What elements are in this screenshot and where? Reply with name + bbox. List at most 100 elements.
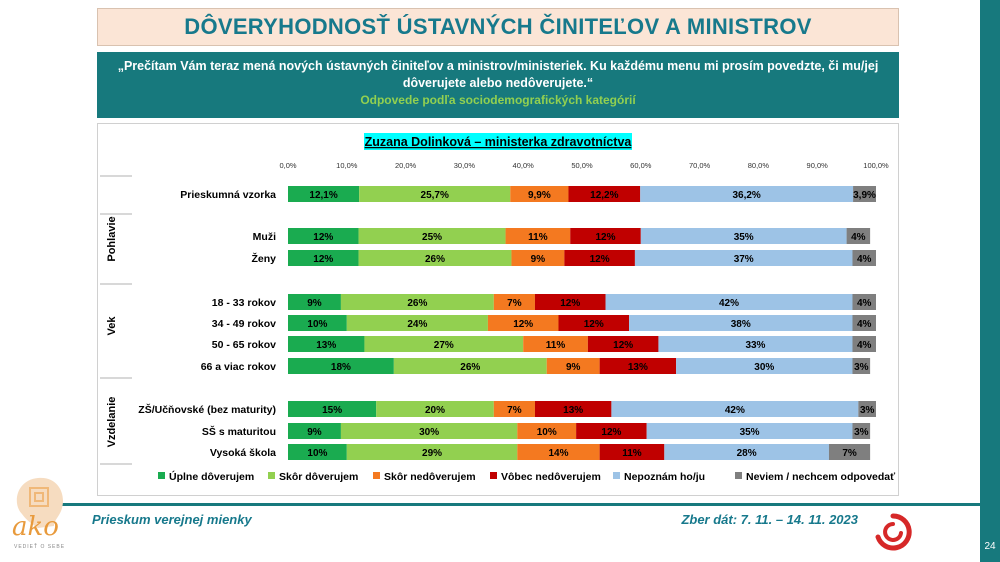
data-label: 12% <box>596 232 616 243</box>
legend-swatch <box>268 472 275 479</box>
bar-segment <box>587 336 659 352</box>
data-label: 12% <box>313 232 333 243</box>
data-label: 25% <box>422 232 442 243</box>
data-label: 9% <box>566 362 581 373</box>
x-tick-label: 100,0% <box>863 161 889 170</box>
data-label: 11% <box>546 340 566 351</box>
legend-label: Skôr nedôverujem <box>384 471 476 483</box>
legend-swatch <box>735 472 742 479</box>
bar-segment <box>558 315 630 331</box>
bar-segment <box>346 315 488 331</box>
chart: Zuzana Dolinková – ministerka zdravotníc… <box>100 133 896 483</box>
row-label: Prieskumná vzorka <box>180 189 276 201</box>
data-label: 33% <box>745 340 765 351</box>
data-label: 7% <box>842 448 857 459</box>
bar-segment <box>288 401 377 417</box>
x-tick-label: 10,0% <box>336 161 358 170</box>
legend-label: Neviem / nechcem odpovedať <box>746 471 896 483</box>
data-label: 13% <box>316 340 336 351</box>
bar-segment <box>570 228 641 244</box>
side-accent-bar <box>980 0 1000 530</box>
data-label: 29% <box>422 448 442 459</box>
client-logo-icon <box>875 513 912 551</box>
bar-segment <box>629 315 853 331</box>
data-label: 42% <box>725 405 745 416</box>
bar-segment <box>288 186 360 202</box>
x-tick-label: 70,0% <box>689 161 711 170</box>
ako-logo-text: ako <box>12 512 59 542</box>
row-label: 34 - 49 rokov <box>212 318 276 330</box>
legend-label: Úplne dôverujem <box>169 470 254 483</box>
bar-segment <box>517 444 600 460</box>
legend-swatch <box>373 472 380 479</box>
data-label: 7% <box>507 405 522 416</box>
legend-label: Skôr dôverujem <box>279 471 358 483</box>
data-label: 14% <box>548 448 568 459</box>
row-label: Vysoká škola <box>210 447 276 459</box>
bar-segment <box>487 315 559 331</box>
ako-head-logo-icon <box>16 477 63 528</box>
bar-segment <box>288 423 341 439</box>
x-tick-label: 0,0% <box>279 161 296 170</box>
data-label: 26% <box>407 298 427 309</box>
bar-segment <box>511 250 565 266</box>
bar-segment <box>517 423 577 439</box>
group-label: Vzdelanie <box>106 397 118 448</box>
data-label: 12% <box>313 254 333 265</box>
bar-segment <box>576 423 647 439</box>
x-tick-label: 30,0% <box>454 161 476 170</box>
data-label: 26% <box>425 254 445 265</box>
legend-label: Nepoznám ho/ju <box>624 471 705 483</box>
x-tick-label: 20,0% <box>395 161 417 170</box>
data-label: 12% <box>584 319 604 330</box>
data-label: 10% <box>307 448 327 459</box>
data-label: 18% <box>331 362 351 373</box>
bar-segment <box>846 228 871 244</box>
data-label: 20% <box>425 405 445 416</box>
data-label: 9,9% <box>528 190 551 201</box>
data-label: 37% <box>734 254 754 265</box>
data-label: 12,2% <box>590 190 618 201</box>
x-tick-label: 80,0% <box>748 161 770 170</box>
data-label: 26% <box>460 362 480 373</box>
data-label: 13% <box>628 362 648 373</box>
data-label: 3% <box>854 362 869 373</box>
bar-segment <box>853 186 876 202</box>
bar-segment <box>640 228 847 244</box>
data-label: 24% <box>407 319 427 330</box>
row-label: 50 - 65 rokov <box>212 339 276 351</box>
bar-segment <box>568 186 641 202</box>
x-tick-label: 40,0% <box>513 161 535 170</box>
bar-segment <box>546 358 600 374</box>
bar-segment <box>376 401 494 417</box>
data-label: 4% <box>857 254 872 265</box>
data-label: 12% <box>560 298 580 309</box>
ako-logo-tagline: VEDIEŤ O SEBE <box>14 544 66 550</box>
bar-segment <box>288 294 341 310</box>
bar-segment <box>640 186 854 202</box>
data-label: 9% <box>307 298 322 309</box>
data-label: 42% <box>719 298 739 309</box>
bar-segment <box>852 294 876 310</box>
data-label: 28% <box>737 448 757 459</box>
data-label: 9% <box>531 254 546 265</box>
bar-segment <box>599 358 677 374</box>
title-banner: DÔVERYHODNOSŤ ÚSTAVNÝCH ČINITEĽOV A MINI… <box>97 8 899 46</box>
data-label: 4% <box>857 319 872 330</box>
footer-date-range: Zber dát: 7. 11. – 14. 11. 2023 <box>681 512 858 527</box>
bar-segment <box>340 423 518 439</box>
chart-frame: Zuzana Dolinková – ministerka zdravotníc… <box>97 123 899 496</box>
page-title: DÔVERYHODNOSŤ ÚSTAVNÝCH ČINITEĽOV A MINI… <box>184 14 812 39</box>
bar-segment <box>288 444 347 460</box>
data-label: 30% <box>754 362 774 373</box>
data-label: 9% <box>307 427 322 438</box>
row-label: Muži <box>253 231 276 243</box>
bar-segment <box>364 336 524 352</box>
question-line-1: „Prečítam Vám teraz mená nových ústavnýc… <box>117 59 879 73</box>
question-subtitle: Odpovede podľa sociodemografických kateg… <box>360 93 636 107</box>
data-label: 3% <box>854 427 869 438</box>
bar-segment <box>611 401 859 417</box>
data-label: 10% <box>537 427 557 438</box>
bar-segment <box>634 250 853 266</box>
bar-segment <box>852 336 876 352</box>
